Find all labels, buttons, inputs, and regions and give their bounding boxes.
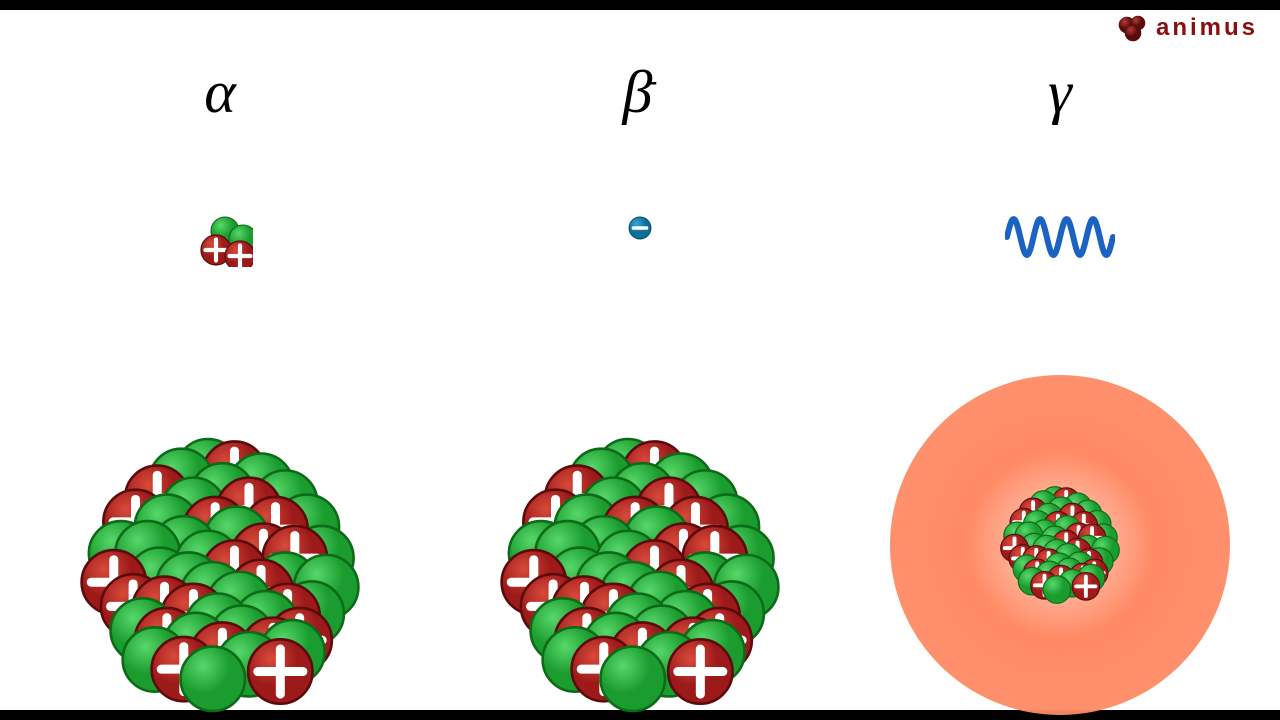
column-alpha: α <box>10 10 430 710</box>
diagram-stage: animus α β- γ <box>0 0 1280 720</box>
letterbox-top <box>0 0 1280 10</box>
beta-electron <box>627 215 653 246</box>
gamma-wave <box>1005 215 1115 264</box>
column-beta: β- <box>430 10 850 710</box>
column-gamma: γ <box>850 10 1270 710</box>
symbol-gamma: γ <box>1048 58 1072 127</box>
symbol-beta-sup: - <box>646 63 657 99</box>
symbol-beta: β- <box>623 58 658 127</box>
beta-nucleus <box>500 435 780 720</box>
symbol-alpha-text: α <box>204 59 236 125</box>
symbol-gamma-text: γ <box>1048 59 1072 125</box>
alpha-particle <box>187 215 253 272</box>
alpha-nucleus <box>80 435 360 720</box>
symbol-alpha: α <box>204 58 236 127</box>
gamma-nucleus <box>890 375 1230 720</box>
